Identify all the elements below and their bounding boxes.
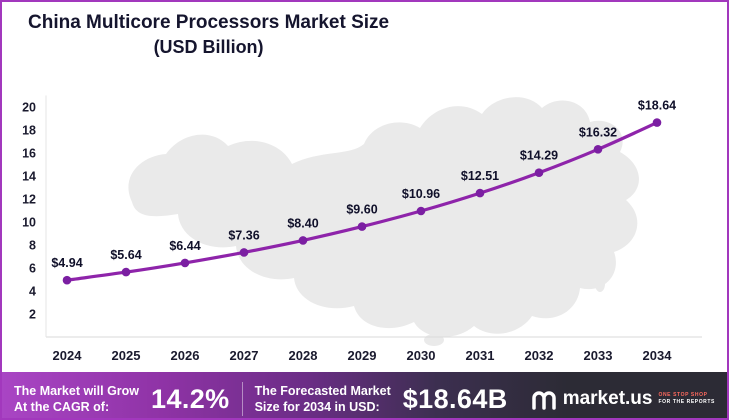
x-tick-label: 2024: [53, 348, 83, 363]
data-labels-group: $4.94 $5.64 $6.44 $7.36 $8.40 $9.60 $10.96 $12.…: [51, 99, 676, 271]
chart-title: China Multicore Processors Market Size: [28, 12, 390, 33]
x-tick-label: 2025: [112, 348, 141, 363]
forecast-label-line2: Size for 2034 in USD:: [254, 400, 380, 414]
data-point-2032: [534, 168, 544, 177]
x-tick-label: 2032: [525, 348, 554, 363]
footer-banner: The Market will Grow At the CAGR of: 14.…: [2, 372, 727, 418]
y-tick-label: 4: [29, 285, 36, 299]
data-label-2028: $8.40: [287, 216, 318, 230]
data-point-2034: [652, 118, 662, 127]
x-tick-label: 2028: [289, 348, 318, 363]
data-label-2033: $16.32: [579, 125, 617, 139]
chart-title-block: China Multicore Processors Market Size (…: [2, 2, 727, 72]
data-point-2029: [357, 222, 367, 231]
data-point-2026: [180, 258, 190, 268]
y-tick-label: 12: [22, 193, 36, 207]
footer-divider: [241, 382, 243, 416]
forecast-label-line1: The Forecasted Market: [254, 383, 391, 398]
data-point-2027: [239, 248, 249, 257]
x-tick-label: 2027: [230, 348, 259, 363]
data-point-2025: [121, 267, 131, 277]
x-tick-label: 2030: [407, 348, 436, 363]
data-label-2027: $7.36: [228, 228, 259, 242]
china-map-silhouette: [128, 97, 639, 337]
market-size-line-chart: 2 4 6 8 10 12 14 16 18 20 2024 2025 2026 2027 2028 2029…: [22, 95, 702, 363]
data-point-2033: [593, 145, 603, 154]
data-label-2030: $10.96: [402, 187, 440, 201]
forecast-value: $18.64B: [402, 383, 508, 414]
data-label-2029: $9.60: [346, 203, 377, 217]
taiwan-island-silhouette: [595, 276, 605, 292]
y-tick-label: 2: [29, 308, 36, 322]
x-tick-label: 2031: [466, 348, 495, 363]
cagr-label-line1: The Market will Grow: [14, 383, 140, 398]
y-tick-label: 6: [29, 262, 36, 276]
y-tick-label: 14: [22, 170, 36, 184]
brand-tagline-line2: FOR THE REPORTS: [658, 399, 715, 405]
market-us-logo-icon: [531, 391, 556, 410]
cagr-value: 14.2%: [151, 383, 230, 414]
x-tick-label: 2026: [171, 348, 200, 363]
forecast-label: The Forecasted Market Size for 2034 in U…: [255, 383, 391, 416]
y-tick-label: 20: [22, 101, 36, 115]
axes-group: 2 4 6 8 10 12 14 16 18 20 2024 2025 2026 2027 2028 2029…: [22, 95, 702, 363]
data-label-2026: $6.44: [169, 239, 200, 253]
hainan-island-silhouette: [424, 334, 444, 346]
y-tick-label: 16: [22, 147, 36, 161]
chart-subtitle: (USD Billion): [153, 36, 264, 57]
data-point-2024: [62, 275, 72, 285]
x-tick-label: 2034: [643, 348, 673, 363]
brand-tagline: ONE STOP SHOP FOR THE REPORTS: [658, 392, 715, 407]
data-label-2034: $18.64: [638, 99, 676, 113]
cagr-label: The Market will Grow At the CAGR of:: [14, 383, 139, 416]
brand-tagline-line1: ONE STOP SHOP: [658, 391, 708, 398]
x-tick-label: 2033: [584, 348, 613, 363]
brand-name: market.us: [562, 388, 653, 409]
x-tick-label: 2029: [348, 348, 377, 363]
y-tick-label: 18: [22, 124, 36, 138]
data-label-2025: $5.64: [110, 248, 141, 262]
data-label-2024: $4.94: [51, 256, 82, 270]
data-label-2032: $14.29: [520, 149, 558, 163]
y-tick-label: 10: [22, 216, 36, 230]
data-point-2028: [298, 236, 308, 245]
series-group: [62, 118, 662, 285]
data-label-2031: $12.51: [461, 169, 499, 183]
chart-title-wrapper: China Multicore Processors Market Size (…: [28, 10, 389, 58]
data-point-2030: [416, 206, 426, 216]
cagr-label-line2: At the CAGR of:: [14, 400, 110, 414]
y-tick-label: 8: [29, 239, 36, 253]
data-point-2031: [475, 188, 485, 198]
brand-logo: market.us ONE STOP SHOP FOR THE REPORTS: [531, 387, 715, 411]
